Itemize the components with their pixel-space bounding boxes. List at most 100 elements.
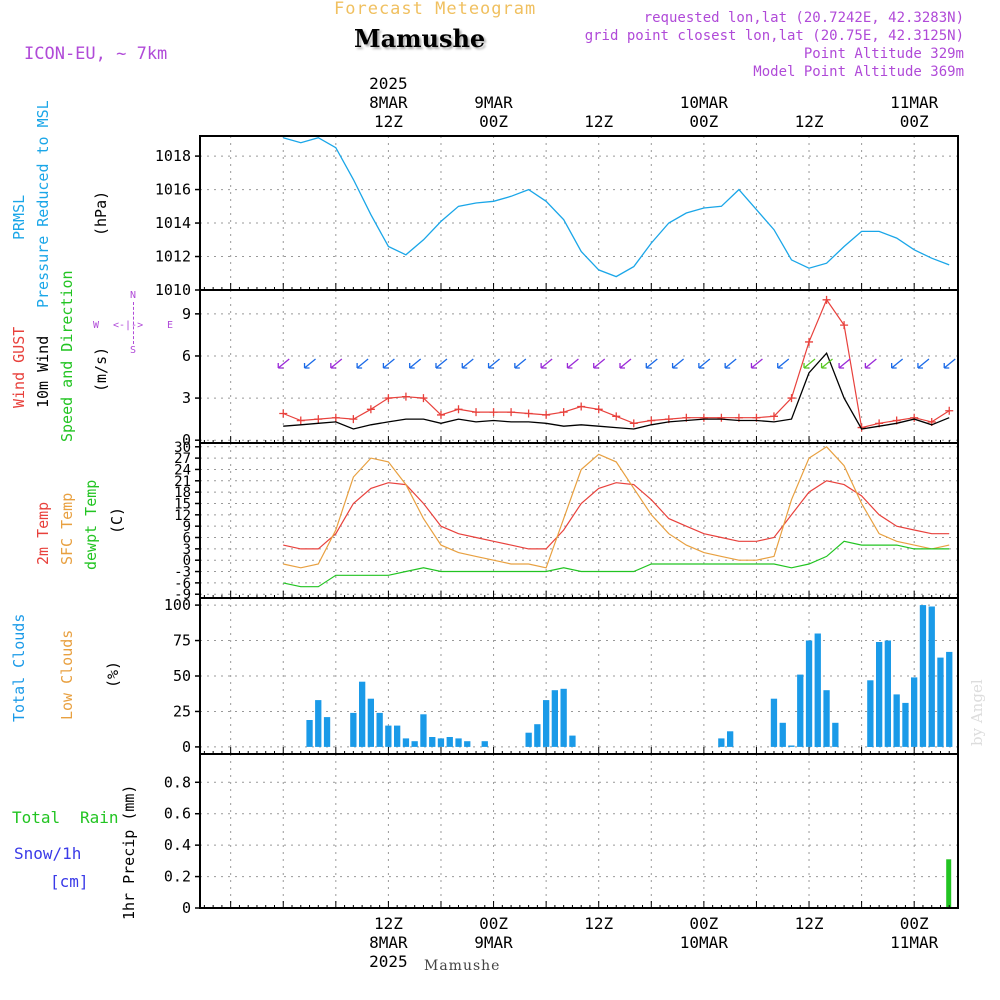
rain-label: Rain xyxy=(80,808,119,827)
y-tick-label: 21 xyxy=(174,474,191,490)
prmsl-line xyxy=(283,136,950,278)
gust-marker xyxy=(507,408,516,417)
top-time-label: 12Z xyxy=(374,112,403,131)
compass-west: W xyxy=(93,320,100,331)
cloud-bar xyxy=(911,677,918,747)
gust-marker xyxy=(594,405,603,414)
cloud-bar xyxy=(902,702,909,747)
y-tick-label: 0 xyxy=(183,553,191,569)
cloud-bar xyxy=(315,700,322,747)
bottom-time-label: 00Z xyxy=(689,914,718,933)
y-tick-label: 12 xyxy=(174,508,191,524)
bottom-time-label: 11MAR xyxy=(890,933,939,952)
wind-direction-arrow xyxy=(487,358,500,369)
compass-north: N xyxy=(130,290,137,301)
y-tick-label: 1018 xyxy=(155,147,191,165)
top-time-label: 10MAR xyxy=(680,93,729,112)
y-tick-label: 6 xyxy=(182,347,191,365)
wind-direction-arrow xyxy=(917,358,930,369)
total-label: Total xyxy=(12,808,61,827)
gust-marker xyxy=(279,409,288,418)
bottom-time-label: 12Z xyxy=(795,914,824,933)
wind-direction-arrow xyxy=(461,358,474,369)
gust-marker xyxy=(559,408,568,417)
cloud-bar xyxy=(876,642,883,747)
point-altitude: Point Altitude 329m xyxy=(803,46,964,62)
rain-bar xyxy=(946,859,952,908)
y-tick-label: 0.8 xyxy=(164,773,191,791)
gust-marker xyxy=(717,413,726,422)
wind-direction-arrow xyxy=(724,358,737,369)
bottom-time-label: 2025 xyxy=(369,952,408,971)
requested-coordinates: requested lon,lat (20.7242E, 42.3283N) xyxy=(643,10,964,26)
cloud-bar xyxy=(420,714,427,747)
y-tick-label: -6 xyxy=(174,576,191,592)
cloud-bar xyxy=(481,741,488,747)
wind-direction-arrow xyxy=(356,358,369,369)
top-time-label: 00Z xyxy=(689,112,718,131)
model-label: ICON-EU, ~ 7km xyxy=(24,44,168,64)
y-tick-label: 0.4 xyxy=(164,836,191,854)
y-tick-label: 0 xyxy=(182,899,191,917)
wind-direction-arrow xyxy=(514,358,527,369)
panel-frame xyxy=(199,135,959,291)
cloud-bar xyxy=(376,712,383,747)
compass-east: E xyxy=(167,320,174,331)
bottom-time-label: 10MAR xyxy=(680,933,729,952)
compass-vertical-bar xyxy=(133,302,135,344)
gust-marker xyxy=(647,416,656,425)
sfc-temp-line xyxy=(283,446,950,569)
gust-marker xyxy=(489,408,498,417)
cloud-bar xyxy=(797,674,804,747)
model-point-altitude: Model Point Altitude 369m xyxy=(753,64,964,80)
top-time-label: 12Z xyxy=(795,112,824,131)
credit-watermark: by Angel xyxy=(968,679,986,746)
cloud-bar xyxy=(359,681,366,747)
gust-marker xyxy=(436,410,445,419)
gust-marker xyxy=(296,416,305,425)
wind-direction-arrow xyxy=(330,358,343,369)
cloud-bar xyxy=(323,717,331,747)
wind-direction-arrow xyxy=(891,358,904,369)
y-tick-label: 50 xyxy=(173,667,191,685)
y-tick-label: 3 xyxy=(182,389,191,407)
y-tick-label: 0.2 xyxy=(164,868,191,886)
cloud-bar xyxy=(788,745,795,747)
y-tick-label: 9 xyxy=(182,305,191,323)
y-tick-label: 30 xyxy=(174,440,191,456)
snow-unit-label: [cm] xyxy=(50,872,89,891)
y-tick-label: 100 xyxy=(164,596,191,614)
cloud-bar xyxy=(367,698,374,747)
y-tick-label: 75 xyxy=(173,632,191,650)
gust-marker xyxy=(472,408,481,417)
wind-direction-arrow xyxy=(803,358,816,369)
cloud-bar xyxy=(805,640,813,747)
cloud-bar xyxy=(429,737,436,747)
cloud-bar xyxy=(560,688,567,747)
gust-marker xyxy=(331,413,340,422)
gust-marker xyxy=(419,394,428,403)
y-tick-label: 9 xyxy=(183,519,191,535)
wind-direction-arrow xyxy=(409,358,422,369)
cloud-bar xyxy=(534,724,541,747)
panel-frame xyxy=(199,753,959,909)
top-time-label: 00Z xyxy=(479,112,508,131)
y-tick-label: 1012 xyxy=(155,248,191,266)
y-tick-label: 15 xyxy=(174,496,191,512)
y-tick-label: 24 xyxy=(174,462,191,478)
bottom-time-label: 00Z xyxy=(900,914,929,933)
cloud-bar xyxy=(402,738,410,747)
gust-marker xyxy=(805,337,814,346)
meteogram-title: Mamushe xyxy=(354,24,486,53)
y-tick-label: 0 xyxy=(182,431,191,449)
cloud-bar xyxy=(543,700,550,747)
wind-direction-arrow xyxy=(593,358,606,369)
cloud-bar xyxy=(385,725,392,747)
gust-marker xyxy=(612,412,621,421)
wind-direction-arrow xyxy=(540,358,553,369)
gust-marker xyxy=(366,405,375,414)
wind-direction-arrow xyxy=(619,358,632,369)
meteogram-subtitle: Forecast Meteogram xyxy=(334,0,537,19)
gust-marker xyxy=(524,409,533,418)
wind-direction-arrow xyxy=(566,358,579,369)
